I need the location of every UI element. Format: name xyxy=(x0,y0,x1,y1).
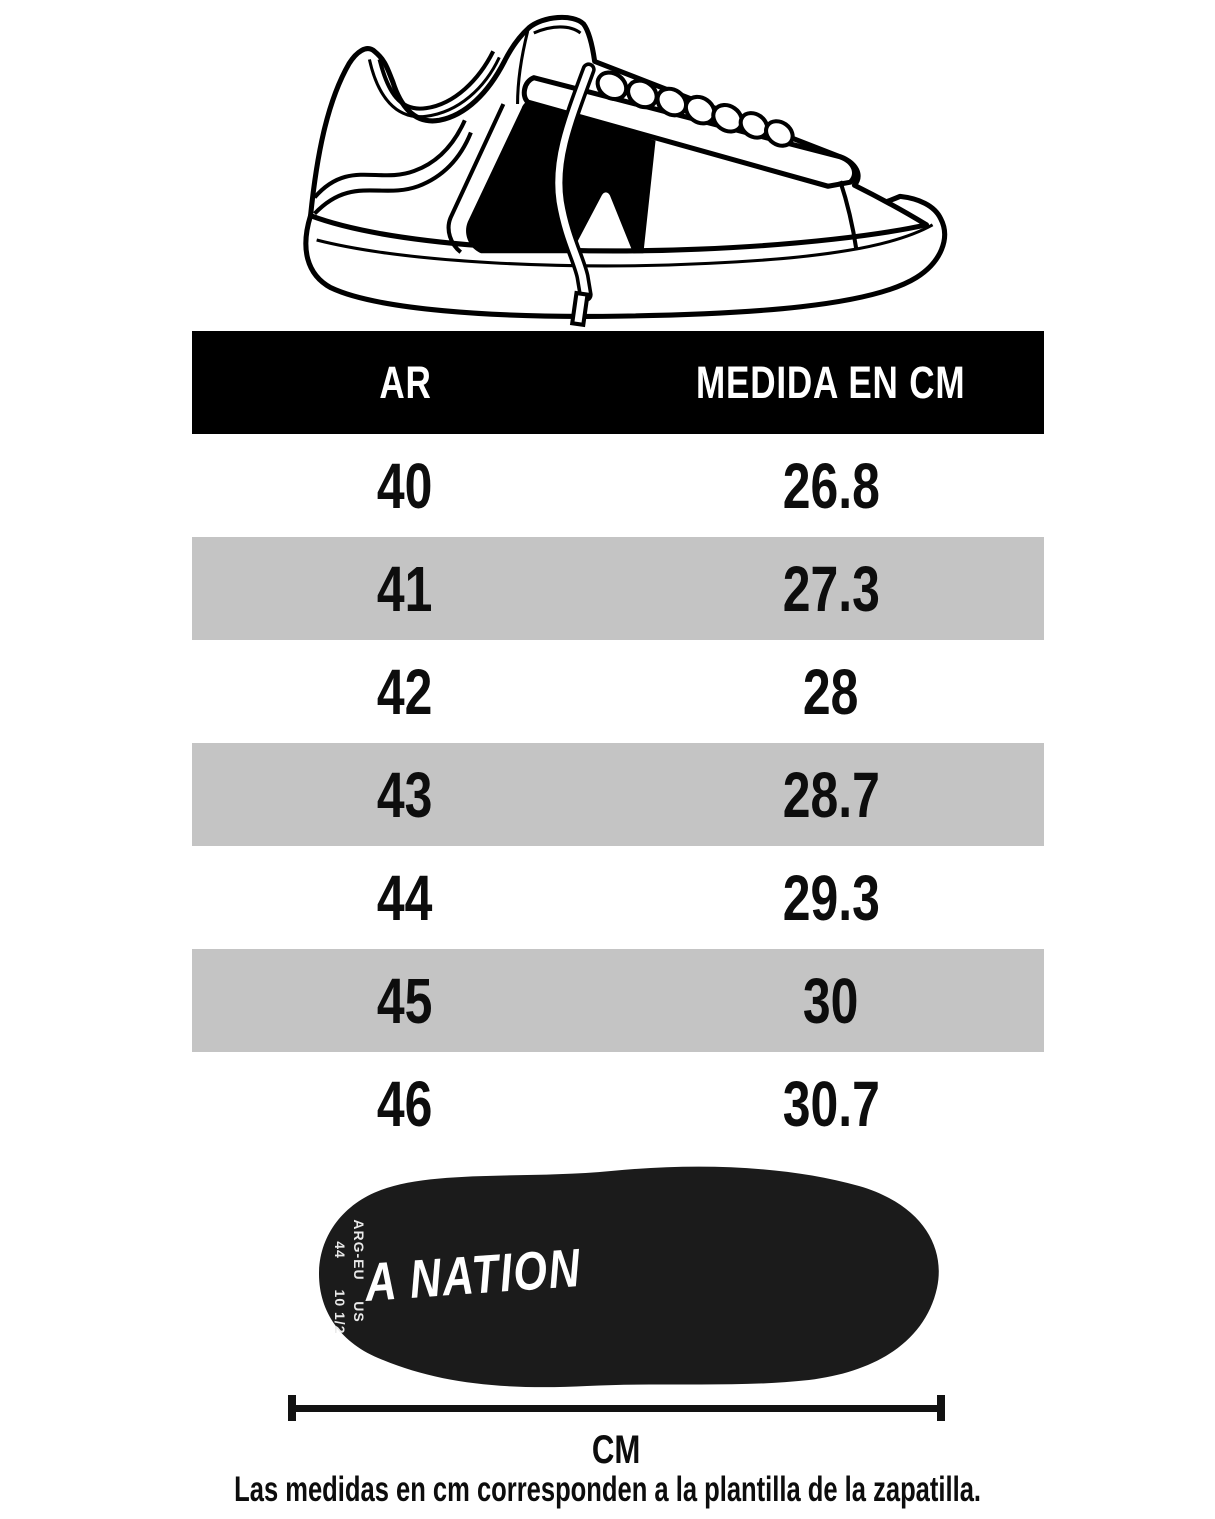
tongue-inner-line xyxy=(533,25,582,35)
lace-loop-1 xyxy=(595,70,629,102)
table-row: 40 26.8 xyxy=(192,434,1044,537)
size-cell-ar: 42 xyxy=(377,655,433,728)
table-row: 45 30 xyxy=(192,949,1044,1052)
collar-outer-line xyxy=(367,56,501,119)
collar-inner-line xyxy=(377,50,496,111)
sneaker-midsole-line xyxy=(316,223,934,268)
size-cell-ar: 45 xyxy=(377,964,433,1037)
tongue-side-line xyxy=(516,30,530,105)
measure-unit-label: CM xyxy=(592,1428,641,1472)
insole-shape-svg xyxy=(319,1166,939,1388)
sneaker-line-art-svg xyxy=(303,14,948,328)
insole-size-marks: ARG-EU US 44 10 1/2 xyxy=(330,1216,368,1340)
size-cell-cm: 28.7 xyxy=(782,758,880,831)
lace-fill xyxy=(555,66,593,299)
insole-illustration: A NATION ARG-EU US 44 10 1/2 xyxy=(295,1158,955,1398)
heel-overlay-line-2 xyxy=(313,131,473,216)
sneaker-illustration xyxy=(272,6,962,332)
heel-overlay-line-1 xyxy=(313,119,467,199)
insole-mark-region-us: US xyxy=(351,1301,367,1323)
size-cell-ar: 43 xyxy=(377,758,433,831)
lace-loop-2 xyxy=(626,78,659,110)
table-row: 46 30.7 xyxy=(192,1052,1044,1155)
column-header-ar: AR xyxy=(378,356,432,408)
insole-mark-size-arg: 44 xyxy=(332,1241,348,1259)
insole-mark-size-us: 10 1/2 xyxy=(332,1289,348,1335)
size-table-header: AR MEDIDA EN CM xyxy=(192,331,1044,434)
size-table: AR MEDIDA EN CM 40 26.8 41 27.3 42 28 43… xyxy=(192,331,1044,1155)
column-header-medida: MEDIDA EN CM xyxy=(696,356,966,408)
quarter-seam-line xyxy=(446,103,506,254)
measure-line xyxy=(288,1395,945,1421)
size-cell-ar: 40 xyxy=(377,449,433,522)
measure-line-right-cap xyxy=(937,1395,945,1421)
size-cell-ar: 41 xyxy=(377,552,433,625)
insole-mark-region-arg: ARG-EU xyxy=(351,1219,367,1281)
size-cell-cm: 27.3 xyxy=(782,552,880,625)
table-row: 41 27.3 xyxy=(192,537,1044,640)
size-cell-cm: 28 xyxy=(803,655,859,728)
size-cell-cm: 30.7 xyxy=(782,1067,880,1140)
table-row: 42 28 xyxy=(192,640,1044,743)
lace-loop-7 xyxy=(764,119,795,148)
size-cell-cm: 29.3 xyxy=(782,861,880,934)
lace-aglet xyxy=(569,290,590,328)
size-cell-ar: 46 xyxy=(377,1067,433,1140)
lace-loop-3 xyxy=(655,86,689,118)
table-row: 44 29.3 xyxy=(192,846,1044,949)
table-row: 43 28.7 xyxy=(192,743,1044,846)
measure-line-bar xyxy=(288,1405,945,1412)
insole-silhouette xyxy=(319,1166,939,1388)
size-cell-ar: 44 xyxy=(377,861,433,934)
size-cell-cm: 26.8 xyxy=(782,449,880,522)
size-cell-cm: 30 xyxy=(803,964,859,1037)
footer-note: Las medidas en cm corresponden a la plan… xyxy=(234,1470,981,1509)
toe-seam-line xyxy=(838,180,859,251)
